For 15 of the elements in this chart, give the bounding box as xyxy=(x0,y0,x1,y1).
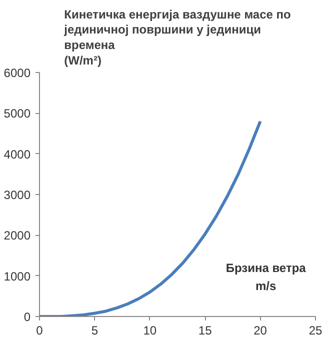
x-tick-label: 20 xyxy=(254,324,268,338)
y-tick-label: 2000 xyxy=(4,228,31,243)
y-tick-label: 0 xyxy=(24,310,31,324)
x-tick-label: 10 xyxy=(143,324,157,338)
y-tick-label: 5000 xyxy=(4,106,31,121)
chart-title: Кинетичка енергија ваздушне масе по јединичној површини у јединици времена (W/m²) xyxy=(63,7,291,68)
x-tick-label: 15 xyxy=(198,324,212,338)
x-tick-label: 25 xyxy=(308,324,322,338)
y-tick-label: 3000 xyxy=(4,188,31,202)
x-tick-label: 5 xyxy=(91,324,98,338)
x-tick-label: 0 xyxy=(36,324,44,338)
y-tick-label: 4000 xyxy=(4,147,31,162)
annotation: Брзина ветра m/s xyxy=(226,261,306,294)
y-tick-label: 6000 xyxy=(4,66,31,80)
y-tick-label: 1000 xyxy=(4,269,31,284)
